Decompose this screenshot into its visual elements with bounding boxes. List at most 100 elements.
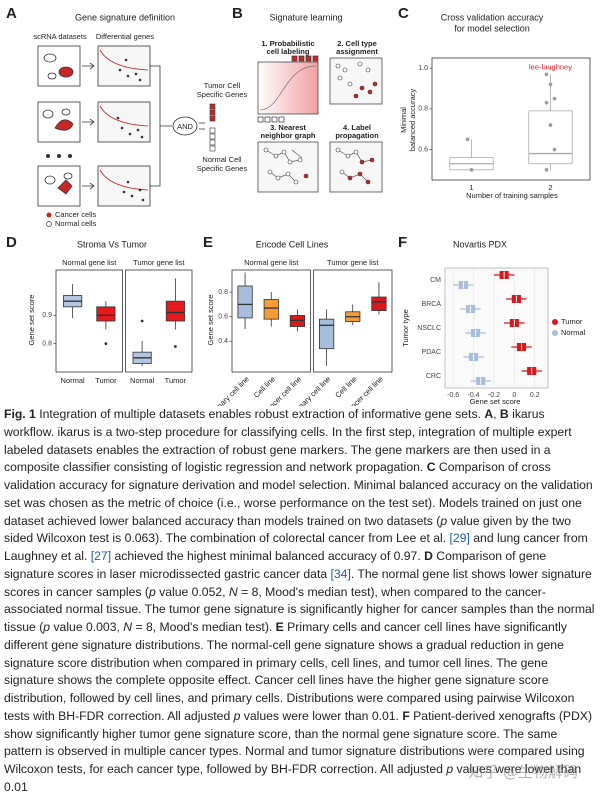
facet-label: Normal gene list <box>244 258 299 267</box>
gene-set-label: Specific Genes <box>197 90 248 99</box>
point <box>544 168 549 172</box>
y-tick-label: NSCLC <box>417 325 441 332</box>
y-tick-label: 0.6 <box>218 314 228 321</box>
point <box>469 168 474 172</box>
box <box>318 318 335 350</box>
legend-label: Tumor <box>561 317 583 326</box>
point <box>544 72 549 77</box>
y-tick-label: 1.0 <box>418 65 428 72</box>
caption-link: [29] <box>449 531 470 546</box>
step-label: assignment <box>336 47 378 56</box>
caption-text: Primary cells and cancer cell lines have… <box>4 620 575 723</box>
x-tick-label: Tumor <box>95 376 117 385</box>
x-axis-label: Gene set score <box>470 397 521 406</box>
y-tick-label: BRCA <box>422 301 442 308</box>
x-tick-label: Tumor <box>165 376 187 385</box>
panel-label: B <box>232 5 243 22</box>
column-label: Differential genes <box>96 32 154 41</box>
step-label: propagation <box>335 131 379 140</box>
x-tick-label: -0.6 <box>447 392 459 399</box>
x-tick-label: 0.2 <box>530 392 540 399</box>
caption-text: value 0.052, <box>155 584 229 599</box>
y-tick-label: CM <box>430 277 441 284</box>
caption-text: = 8, Mood's median test), when compared … <box>4 584 595 635</box>
caption-link: [34] <box>330 566 351 581</box>
legend-label: Normal cells <box>55 219 97 228</box>
caption-bold: C <box>426 460 436 475</box>
panel-label: D <box>6 234 17 251</box>
y-tick-label: 0.9 <box>42 312 52 319</box>
y-tick-label: 0.8 <box>218 289 228 296</box>
x-axis-label: Number of training samples <box>466 191 558 200</box>
caption-italic: N <box>228 584 238 599</box>
chart-title: Cross validation accuracy <box>441 12 544 22</box>
panel-border <box>55 269 123 373</box>
y-axis-label: Gene set score <box>206 295 215 346</box>
y-tick-label: 0.6 <box>418 146 428 153</box>
step-label: 3. Nearest <box>270 123 306 132</box>
panel-border <box>125 269 193 373</box>
chart-title: for model selection <box>454 23 530 33</box>
caption-bold: A <box>484 407 494 421</box>
box <box>371 296 387 311</box>
step-label: cell labeling <box>267 47 310 56</box>
panel-border <box>313 269 393 373</box>
panel-title: Gene signature definition <box>75 12 175 22</box>
gene-set-label: Normal Cell <box>202 155 242 164</box>
x-tick-label: Normal <box>130 376 155 385</box>
gene-set-label: Tumor Cell <box>204 81 241 90</box>
caption-text: values were lower than 0.01. <box>240 708 403 723</box>
caption-italic: p <box>43 620 51 634</box>
panel-label: C <box>398 5 409 22</box>
outlier <box>173 345 177 348</box>
caption-italic: p <box>148 584 156 599</box>
y-tick-label: 0.8 <box>418 106 428 113</box>
caption-text: = 8, Mood's median test). <box>132 620 276 634</box>
point <box>548 82 553 87</box>
outlier <box>104 342 108 346</box>
caption-text: ikarus workflow. ikarus is a two-step pr… <box>4 407 572 475</box>
figure-caption: Fig. 1 Integration of multiple datasets … <box>4 406 596 797</box>
panel-title: Signature learning <box>269 12 342 22</box>
legend-marker <box>46 221 52 227</box>
box <box>165 300 185 322</box>
caption-bold: B <box>499 407 509 421</box>
caption-text: , <box>493 407 500 421</box>
box <box>263 299 279 320</box>
y-tick-label: 0.4 <box>218 338 228 345</box>
caption-italic: N <box>123 620 133 634</box>
box <box>96 306 116 322</box>
point <box>552 147 557 152</box>
operator: AND <box>177 122 193 131</box>
outlier <box>140 319 144 323</box>
caption-text: Comparison of gene signature scores in l… <box>4 549 547 581</box>
legend-label: Normal <box>561 328 586 337</box>
caption-text: and lung cancer from Laughney et al. <box>4 531 588 563</box>
panel-label: F <box>398 234 407 251</box>
x-tick-label: 1 <box>469 183 473 192</box>
y-tick-label: PDAC <box>422 349 441 356</box>
y-axis-label: Gene set score <box>27 295 36 346</box>
facet-label: Normal gene list <box>62 258 117 267</box>
caption-bold: E <box>275 620 284 634</box>
point <box>544 100 549 105</box>
panel-label: E <box>203 234 213 251</box>
legend-label: Cancer cells <box>55 210 97 219</box>
caption-bold: Fig. 1 <box>4 407 36 421</box>
caption-link: [27] <box>90 549 112 563</box>
chart-title: Stroma Vs Tumor <box>77 239 147 249</box>
legend-marker <box>46 212 52 218</box>
caption-text: achieved the highest minimal balanced ac… <box>111 549 425 563</box>
caption-text: . The normal gene list shows lower signa… <box>4 566 592 599</box>
caption-italic: p <box>440 513 448 528</box>
watermark: 知乎 @生物解码 <box>468 763 578 781</box>
x-tick-label: Primary cell line <box>207 374 251 406</box>
x-tick-label: Cell line <box>252 374 277 399</box>
panel-label: A <box>6 5 17 22</box>
cell-dots <box>263 61 378 185</box>
x-tick-label: Cell line <box>333 374 358 399</box>
point <box>552 96 557 101</box>
dataset-icons <box>37 45 205 207</box>
caption-text: value 0.003, <box>50 620 124 634</box>
